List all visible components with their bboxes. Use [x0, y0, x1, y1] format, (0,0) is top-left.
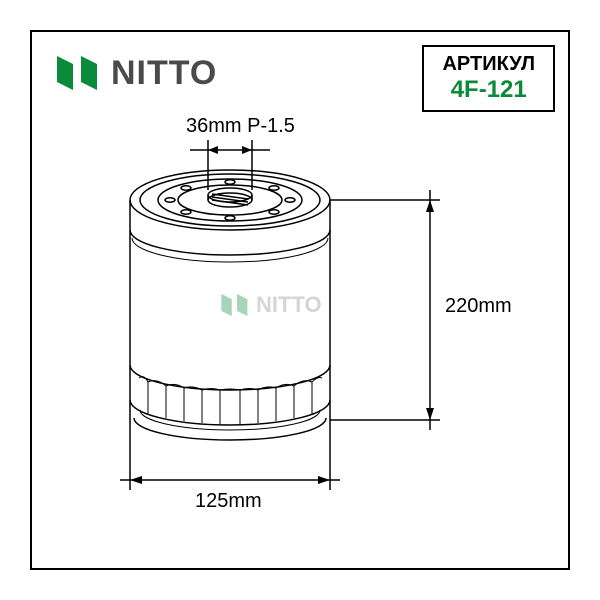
- sku-label: АРТИКУЛ: [442, 53, 535, 76]
- dim-height: 220mm: [445, 295, 512, 318]
- dim-thread: 36mm P-1.5: [186, 115, 295, 138]
- brand-logo: NITTO: [55, 50, 217, 96]
- logo-mark-icon: [55, 50, 101, 96]
- watermark: NITTO: [220, 290, 322, 320]
- watermark-text: NITTO: [256, 292, 322, 318]
- sku-value: 4F-121: [442, 76, 535, 104]
- watermark-icon: [220, 290, 250, 320]
- sku-box: АРТИКУЛ 4F-121: [422, 45, 555, 112]
- dim-width: 125mm: [195, 490, 262, 513]
- brand-name: NITTO: [111, 54, 217, 93]
